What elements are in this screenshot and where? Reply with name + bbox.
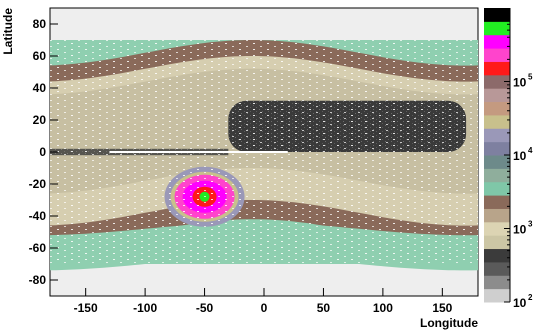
- color-scale-swatch: [484, 221, 510, 236]
- x-tick-label: -100: [133, 301, 157, 315]
- color-scale-tick-exponent: 4: [528, 146, 533, 155]
- color-scale-swatch: [484, 34, 510, 49]
- color-scale-swatch: [484, 61, 510, 76]
- x-axis: -150 -100 -50 0 50 100 150: [74, 288, 453, 315]
- color-scale-swatch: [484, 248, 510, 263]
- y-axis-title: Latitude: [1, 8, 15, 55]
- color-scale-swatch: [484, 168, 510, 183]
- color-scale-swatch: [484, 74, 510, 89]
- color-scale-swatch: [484, 114, 510, 129]
- color-scale-swatch: [484, 88, 510, 103]
- color-scale: [484, 8, 511, 303]
- y-axis: -80 -60 -40 -20 0 20 40 60 80: [29, 17, 58, 287]
- color-scale-swatch: [484, 195, 510, 209]
- color-scale-tick-exponent: 5: [528, 73, 533, 82]
- y-tick-label: 0: [39, 145, 46, 159]
- x-tick-label: -150: [74, 301, 98, 315]
- y-tick-label: -60: [29, 241, 47, 255]
- y-tick-label: 20: [33, 113, 47, 127]
- color-scale-tick-label: 10: [513, 76, 527, 90]
- y-tick-label: -20: [29, 177, 47, 191]
- color-scale-swatch: [484, 155, 510, 169]
- color-scale-swatch: [484, 181, 510, 196]
- y-tick-label: 80: [33, 17, 47, 31]
- x-tick-label: 50: [317, 301, 331, 315]
- color-scale-swatch: [484, 288, 510, 303]
- color-scale-swatch: [484, 208, 510, 223]
- heatmap-data: [50, 40, 478, 271]
- color-scale-swatch: [484, 261, 510, 276]
- color-scale-tick-exponent: 3: [528, 220, 533, 229]
- color-scale-tick-exponent: 2: [528, 293, 533, 302]
- color-scale-swatch: [484, 235, 510, 250]
- color-scale-tick-label: 10: [513, 223, 527, 237]
- color-scale-swatch: [484, 21, 510, 36]
- color-scale-swatch: [484, 101, 510, 116]
- color-scale-swatch: [484, 8, 510, 22]
- y-tick-label: 60: [33, 49, 47, 63]
- x-tick-label: 100: [373, 301, 393, 315]
- color-scale-swatch: [484, 48, 510, 62]
- color-scale-tick-label: 10: [513, 149, 527, 163]
- x-tick-label: -50: [196, 301, 214, 315]
- y-tick-label: -40: [29, 209, 47, 223]
- color-scale-swatch: [484, 275, 510, 290]
- y-tick-label: 40: [33, 81, 47, 95]
- color-scale-swatch: [484, 141, 510, 156]
- x-tick-label: 150: [432, 301, 452, 315]
- color-scale-swatch: [484, 128, 510, 143]
- x-axis-title: Longitude: [420, 316, 478, 330]
- color-scale-tick-label: 10: [513, 296, 527, 310]
- x-tick-label: 0: [261, 301, 268, 315]
- y-tick-label: -80: [29, 273, 47, 287]
- scan-gaps: [50, 40, 478, 264]
